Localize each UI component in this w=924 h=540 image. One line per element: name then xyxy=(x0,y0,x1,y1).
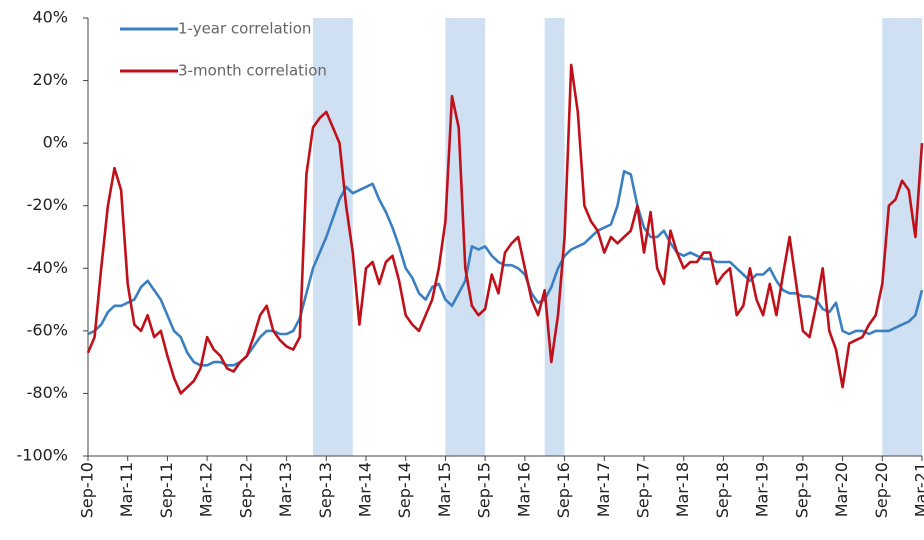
x-tick-label: Mar-20 xyxy=(832,462,851,517)
y-tick-label: 20% xyxy=(32,70,68,89)
x-tick-label: Sep-15 xyxy=(475,462,494,518)
legend-label: 1-year correlation xyxy=(178,20,311,38)
y-tick-label: 0% xyxy=(43,133,68,152)
x-tick-label: Mar-15 xyxy=(435,462,454,517)
x-tick-label: Sep-10 xyxy=(78,462,97,518)
x-tick-label: Mar-17 xyxy=(594,462,613,517)
x-tick-label: Sep-11 xyxy=(157,462,176,518)
x-tick-label: Sep-12 xyxy=(236,462,255,518)
series-line xyxy=(87,170,924,367)
y-tick-label: -20% xyxy=(27,195,68,214)
shaded-period xyxy=(544,18,565,456)
x-tick-label: Mar-14 xyxy=(356,462,375,517)
y-tick-label: -80% xyxy=(27,383,68,402)
y-tick-label: -100% xyxy=(16,446,68,465)
shaded-period xyxy=(445,18,486,456)
x-tick-label: Mar-19 xyxy=(753,462,772,517)
y-tick-label: 40% xyxy=(32,8,68,27)
series-line xyxy=(86,63,924,395)
y-tick-label: -60% xyxy=(27,320,68,339)
x-tick-label: Sep-14 xyxy=(395,462,414,518)
y-tick-label: -40% xyxy=(27,258,68,277)
x-tick-label: Sep-13 xyxy=(316,462,335,518)
x-tick-label: Mar-16 xyxy=(514,462,533,517)
x-tick-label: Sep-16 xyxy=(554,462,573,518)
x-tick-label: Mar-18 xyxy=(673,462,692,517)
shaded-period xyxy=(313,18,353,456)
legend-label: 3-month correlation xyxy=(178,62,327,80)
x-tick-label: Sep-19 xyxy=(792,462,811,518)
x-tick-label: Mar-11 xyxy=(117,462,136,517)
x-tick-label: Sep-20 xyxy=(872,462,891,518)
x-tick-label: Mar-12 xyxy=(197,462,216,517)
x-tick-label: Sep-17 xyxy=(634,462,653,518)
x-tick-label: Mar-13 xyxy=(276,462,295,517)
x-tick-label: Sep-18 xyxy=(713,462,732,518)
x-tick-label: Mar-21 xyxy=(912,462,924,517)
